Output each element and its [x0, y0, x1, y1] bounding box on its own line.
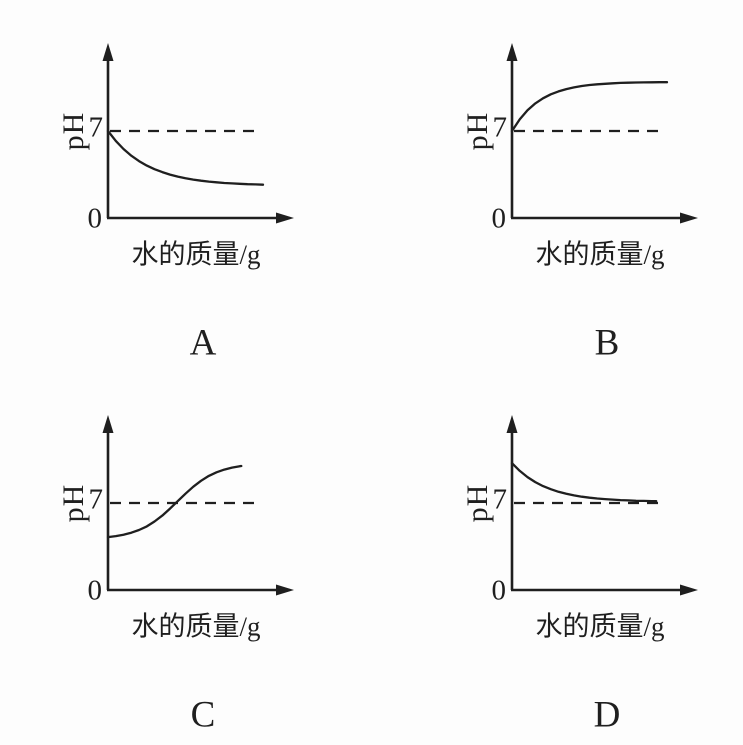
y-tick-7-label: 7: [492, 483, 508, 516]
chart-panel-a: pH 7 0 水的质量/g A: [0, 0, 371, 372]
y-tick-7-label: 7: [88, 111, 104, 144]
ph-curve: [510, 81, 669, 133]
y-axis-arrow-icon: [102, 43, 114, 61]
x-axis-arrow-icon: [276, 584, 294, 596]
option-letter: B: [594, 322, 620, 364]
x-axis-arrow-icon: [680, 584, 698, 596]
y-axis-label: pH: [461, 483, 494, 523]
x-axis-label: 水的质量/g: [535, 239, 665, 270]
chart-area-a: pH 7 0 水的质量/g A: [0, 0, 371, 372]
chart-panel-d: pH 7 0 水的质量/g D: [371, 372, 742, 744]
y-axis-arrow-icon: [506, 415, 518, 433]
x-axis-label: 水的质量/g: [535, 611, 665, 642]
x-axis-arrow-icon: [680, 212, 698, 224]
ph-curve: [510, 462, 658, 503]
plot-svg-b: [506, 43, 698, 224]
y-axis-label: pH: [57, 111, 90, 151]
x-axis-arrow-icon: [276, 212, 294, 224]
origin-label: 0: [87, 574, 103, 607]
option-letter: A: [189, 322, 217, 364]
x-axis-label: 水的质量/g: [131, 611, 261, 642]
plot-svg-d: [506, 415, 698, 596]
option-letter: D: [593, 694, 621, 736]
origin-label: 0: [87, 202, 103, 235]
ph-curve: [106, 464, 243, 539]
y-axis-label: pH: [461, 111, 494, 151]
ph-curve: [106, 129, 265, 186]
y-tick-7-label: 7: [492, 111, 508, 144]
y-tick-7-label: 7: [88, 483, 104, 516]
y-axis-arrow-icon: [102, 415, 114, 433]
origin-label: 0: [491, 574, 507, 607]
chart-area-d: pH 7 0 水的质量/g D: [404, 372, 743, 744]
chart-panel-c: pH 7 0 水的质量/g C: [0, 372, 371, 744]
plot-svg-c: [102, 415, 294, 596]
origin-label: 0: [491, 202, 507, 235]
chart-panel-b: pH 7 0 水的质量/g B: [371, 0, 742, 372]
chart-area-c: pH 7 0 水的质量/g C: [0, 372, 371, 744]
y-axis-label: pH: [57, 483, 90, 523]
option-letter: C: [190, 694, 216, 736]
x-axis-label: 水的质量/g: [131, 239, 261, 270]
chart-area-b: pH 7 0 水的质量/g B: [404, 0, 743, 372]
y-axis-arrow-icon: [506, 43, 518, 61]
plot-svg-a: [102, 43, 294, 224]
